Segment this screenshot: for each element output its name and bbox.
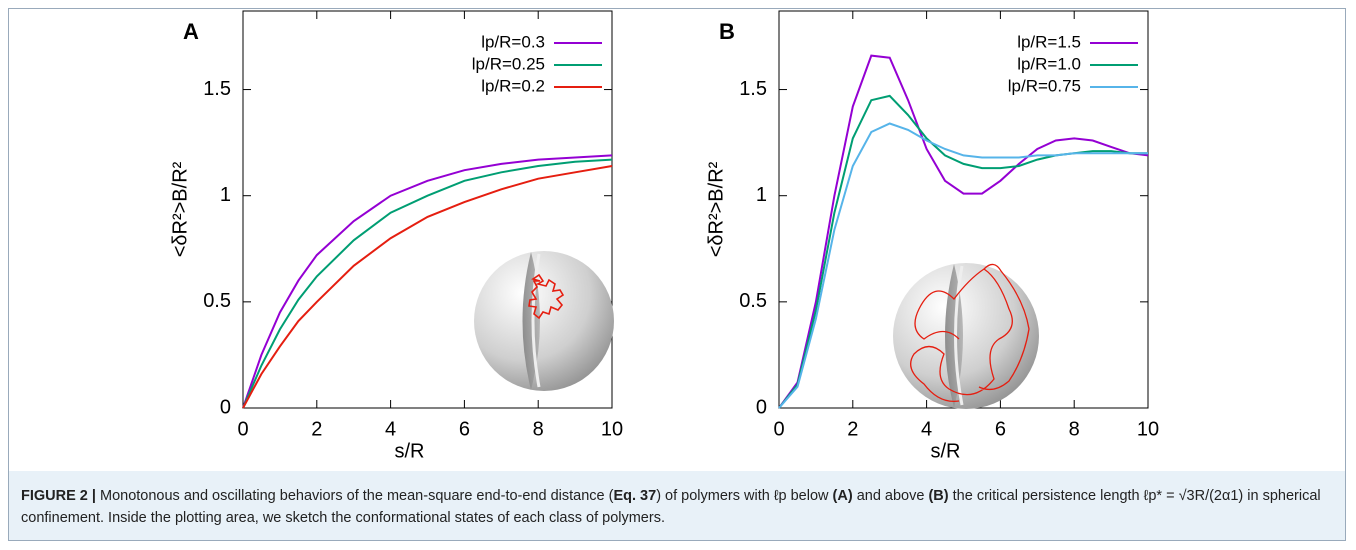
y-tick-label: 0.5: [739, 290, 767, 312]
caption-text: and above: [852, 488, 929, 504]
panel: 0 0.5 1 1.5 0 2 4 6 8 10 s/R <δR²>B/R² A lp/R=0.3 lp/R…: [169, 10, 623, 462]
data-line: [242, 165, 613, 409]
legend-label: lp/R=1.5: [1017, 32, 1081, 51]
caption-text: ) of polymers with ℓp below: [656, 488, 833, 504]
y-tick-label: 1: [756, 184, 767, 206]
legend-label: lp/R=0.3: [481, 32, 545, 51]
x-tick-label: 2: [311, 418, 322, 440]
data-line: [778, 94, 1148, 409]
sphere-sketch-a: [474, 251, 614, 391]
legend-label: lp/R=0.75: [1008, 76, 1081, 95]
y-axis-label: <δR²>B/R²: [169, 161, 191, 257]
y-tick-label: 1.5: [203, 78, 231, 100]
panel-label: B: [719, 19, 735, 44]
panel-label: A: [183, 19, 199, 44]
y-tick-label: 1.5: [739, 78, 767, 100]
caption: FIGURE 2 | Monotonous and oscillating be…: [9, 471, 1345, 540]
x-tick-label: 4: [385, 418, 396, 440]
chart-area: 00.511.50 2 4 6 8 10s/R<δR²>B/R²B lp/R=1.5lp/R…: [169, 10, 1159, 462]
legend-label: lp/R=0.25: [472, 54, 545, 73]
caption-label: FIGURE 2 |: [21, 488, 96, 504]
x-tick-label: 4: [921, 418, 932, 440]
x-tick-label: 10: [601, 418, 623, 440]
x-axis-label: s/R: [931, 440, 961, 462]
x-tick-label: 6: [459, 418, 470, 440]
data-line: [778, 54, 1149, 409]
x-axis-label: s/R: [395, 440, 425, 462]
legend-label: lp/R=0.2: [481, 76, 545, 95]
sphere-sketch-b: [893, 263, 1039, 409]
x-tick-label: 0: [237, 418, 248, 440]
panel: 0 0.5 1 1.5 0 2 4 6 8 10 s/R <δR²>B/R² B lp/R=1.5 lp/R…: [705, 10, 1159, 462]
caption-text: (A): [832, 488, 853, 504]
x-tick-label: 2: [847, 418, 858, 440]
caption-text: Eq. 37: [613, 488, 657, 504]
legend-label: lp/R=1.0: [1017, 54, 1081, 73]
caption-text: Monotonous and oscillating behaviors of …: [100, 488, 614, 504]
caption-text: the critical persistence length ℓp* = √3…: [21, 488, 1321, 526]
y-tick-label: 1: [220, 184, 231, 206]
plot-frame: [242, 10, 613, 409]
x-tick-label: 8: [533, 418, 544, 440]
data-line: [778, 122, 1148, 409]
x-tick-label: 10: [1137, 418, 1159, 440]
data-line: [242, 158, 613, 409]
y-tick-label: 0: [220, 396, 231, 418]
data-line: [242, 154, 613, 409]
caption-text: (B): [928, 488, 949, 504]
x-tick-label: 0: [773, 418, 784, 440]
y-tick-label: 0.5: [203, 290, 231, 312]
y-axis-label: <δR²>B/R²: [705, 161, 727, 257]
y-tick-label: 0: [756, 396, 767, 418]
x-tick-label: 6: [995, 418, 1006, 440]
x-tick-label: 8: [1069, 418, 1080, 440]
